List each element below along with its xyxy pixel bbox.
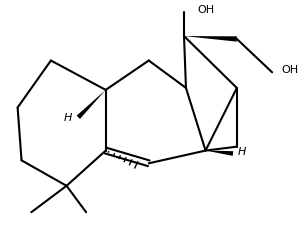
Polygon shape — [76, 91, 106, 119]
Text: H: H — [238, 146, 246, 156]
Text: OH: OH — [281, 65, 298, 75]
Polygon shape — [184, 37, 237, 42]
Text: OH: OH — [197, 5, 214, 15]
Text: H: H — [64, 113, 72, 123]
Polygon shape — [206, 151, 233, 156]
